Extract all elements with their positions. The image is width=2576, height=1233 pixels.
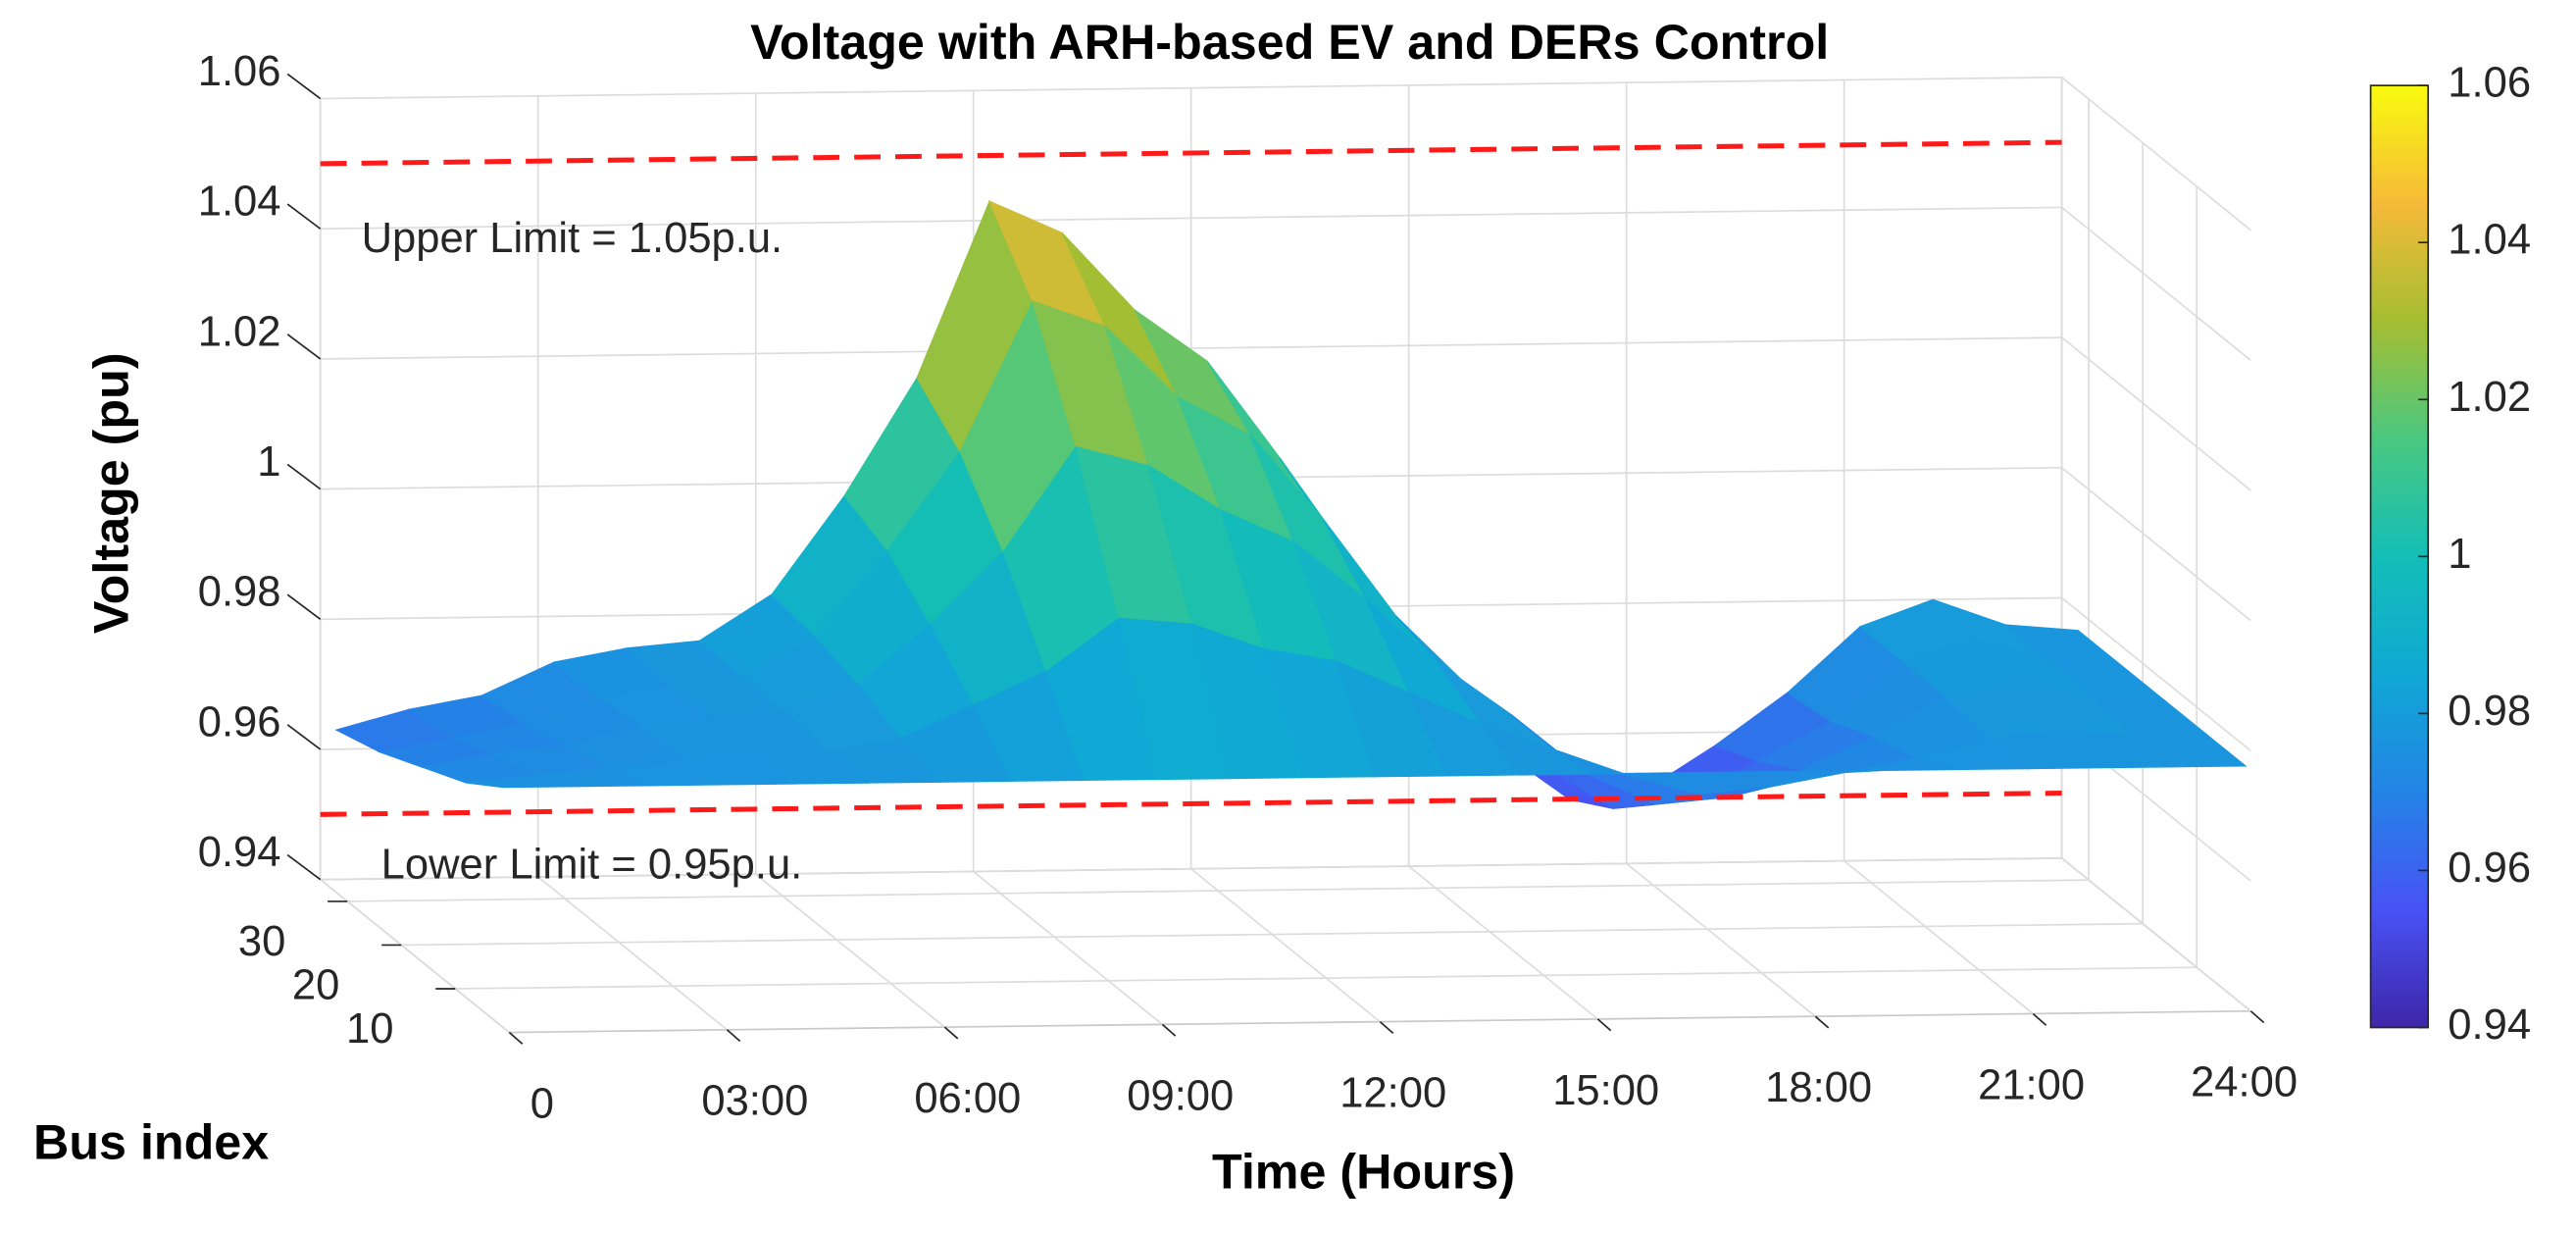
grid-line <box>2061 467 2251 622</box>
x-tick <box>943 1026 959 1040</box>
z-tick-label: 0.98 <box>198 569 281 616</box>
limit-label: Lower Limit = 0.95p.u. <box>381 841 803 888</box>
z-tick-label: 1 <box>257 438 280 486</box>
grid-line <box>1626 862 1816 1017</box>
x-tick <box>1379 1021 1394 1034</box>
z-tick-label: 0.94 <box>198 829 281 876</box>
z-tick-label: 1.02 <box>198 308 281 355</box>
surface-patch <box>2133 734 2248 768</box>
x-tick-label: 18:00 <box>1765 1064 1872 1111</box>
x-tick-label: 12:00 <box>1339 1070 1446 1117</box>
y-axis-label: Bus index <box>33 1113 269 1169</box>
grid-line <box>320 857 2062 881</box>
limit-label: Upper Limit = 1.05p.u. <box>362 215 783 262</box>
x-tick-label: 0 <box>530 1080 554 1127</box>
z-tick <box>286 724 322 750</box>
grid-line <box>320 76 2062 100</box>
z-axis-label: Voltage (pu) <box>83 352 139 634</box>
y-tick-label: 20 <box>292 962 339 1009</box>
x-tick <box>2032 1012 2047 1026</box>
x-tick-label: 21:00 <box>1978 1061 2085 1108</box>
z-tick <box>286 593 322 620</box>
grid-line <box>2061 857 2251 1012</box>
x-tick-label: 24:00 <box>2191 1059 2298 1106</box>
grid-line <box>2061 77 2251 231</box>
x-tick-label: 09:00 <box>1127 1072 1234 1119</box>
chart-title: Voltage with ARH-based EV and DERs Contr… <box>750 14 1829 70</box>
x-tick <box>1814 1015 1830 1029</box>
x-tick-label: 06:00 <box>914 1075 1021 1122</box>
z-tick <box>286 334 322 360</box>
colorbar-tick-label: 1.02 <box>2448 374 2531 421</box>
grid-line <box>2061 596 2251 752</box>
grid-line <box>2061 206 2251 361</box>
z-tick <box>286 203 322 230</box>
limit-line <box>320 791 2062 817</box>
y-tick-label: 10 <box>346 1005 393 1053</box>
x-axis-label: Time (Hours) <box>1212 1144 1515 1200</box>
grid-line <box>537 876 728 1031</box>
x-tick-label: 03:00 <box>701 1078 808 1125</box>
colorbar-tick-label: 1 <box>2448 531 2471 578</box>
x-tick <box>2249 1010 2265 1024</box>
x-tick <box>1161 1023 1177 1037</box>
z-tick-label: 0.96 <box>198 698 281 745</box>
z-tick <box>286 73 322 100</box>
grid-line <box>320 206 2062 231</box>
grid-line <box>755 873 945 1028</box>
colorbar-tick-label: 1.04 <box>2448 217 2531 264</box>
z-tick <box>286 463 322 490</box>
x-tick-label: 15:00 <box>1552 1067 1659 1114</box>
grid-line <box>2061 336 2251 491</box>
grid-line <box>1408 865 1598 1020</box>
grid-line <box>973 870 1163 1026</box>
colorbar-tick-label: 0.94 <box>2448 1002 2531 1049</box>
grid-line <box>347 879 2090 902</box>
colorbar-tick-label: 0.98 <box>2448 688 2531 735</box>
y-tick-label: 30 <box>238 918 285 965</box>
grid-line <box>1844 859 2034 1015</box>
x-tick <box>1596 1018 1612 1032</box>
x-tick <box>508 1031 524 1045</box>
grid-line <box>1190 868 1381 1023</box>
grid-line <box>401 922 2144 947</box>
grid-line <box>320 336 2062 360</box>
z-tick-label: 1.06 <box>198 48 281 95</box>
limit-line <box>320 139 2062 167</box>
colorbar-tick-label: 0.96 <box>2448 845 2531 892</box>
z-tick-label: 1.04 <box>198 179 281 226</box>
grid-line <box>320 879 510 1034</box>
grid-line <box>455 966 2197 990</box>
x-tick <box>726 1029 741 1043</box>
z-tick <box>286 853 322 881</box>
colorbar-tick-label: 1.06 <box>2448 60 2531 107</box>
